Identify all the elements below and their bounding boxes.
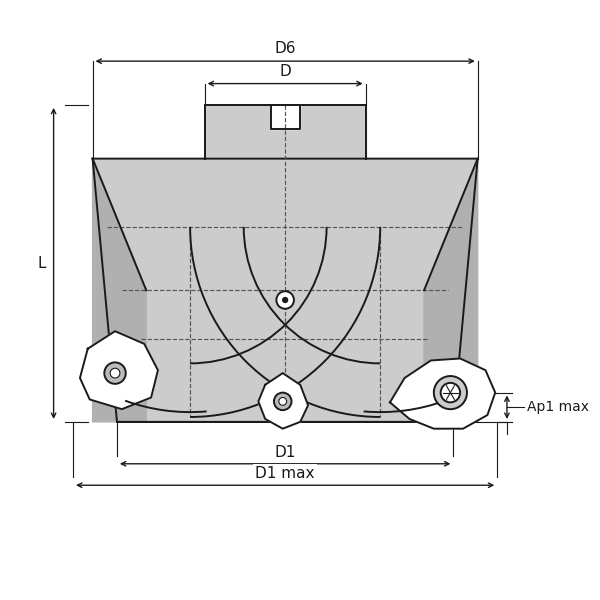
Polygon shape xyxy=(92,158,478,422)
Polygon shape xyxy=(259,373,308,428)
Polygon shape xyxy=(424,158,478,422)
Polygon shape xyxy=(205,105,365,158)
Circle shape xyxy=(283,298,287,302)
Circle shape xyxy=(104,362,126,384)
Text: Ap1 max: Ap1 max xyxy=(527,400,589,414)
Circle shape xyxy=(274,392,292,410)
Polygon shape xyxy=(92,158,146,422)
Polygon shape xyxy=(80,331,158,409)
Circle shape xyxy=(110,368,120,378)
Circle shape xyxy=(440,383,460,403)
Text: D1: D1 xyxy=(274,445,296,460)
Text: D6: D6 xyxy=(274,41,296,56)
Circle shape xyxy=(277,291,294,309)
Circle shape xyxy=(434,376,467,409)
Text: D1 max: D1 max xyxy=(256,466,315,481)
Polygon shape xyxy=(271,105,300,130)
Text: L: L xyxy=(38,256,46,271)
Circle shape xyxy=(279,397,287,405)
Text: D: D xyxy=(279,64,291,79)
Polygon shape xyxy=(390,358,495,428)
